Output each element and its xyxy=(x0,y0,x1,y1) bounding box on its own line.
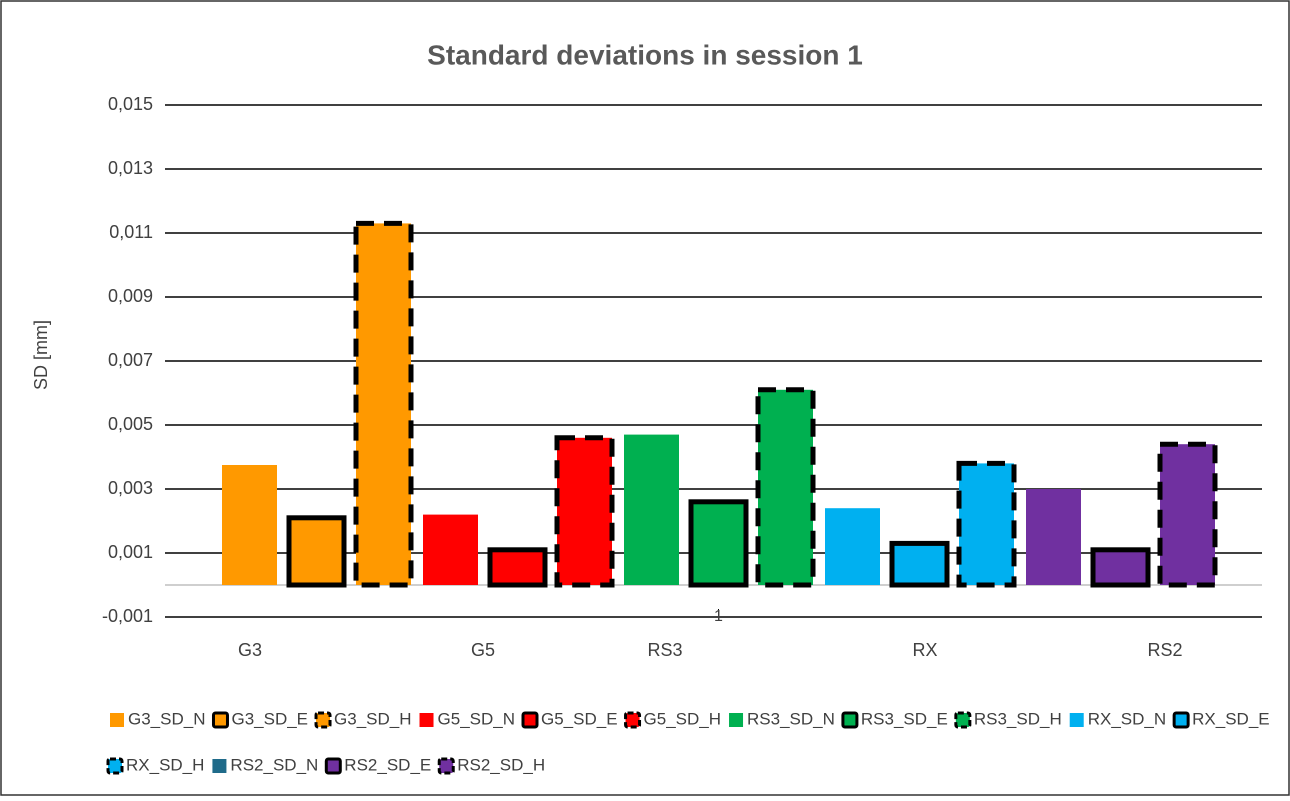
x-tick-label: 1 xyxy=(714,608,723,625)
bar xyxy=(487,547,548,588)
legend-swatch xyxy=(419,713,434,727)
y-tick-label: 0,011 xyxy=(109,222,153,242)
group-label: RX xyxy=(912,640,937,660)
legend-label: G5_SD_N xyxy=(438,709,515,728)
y-tick-label: 0,015 xyxy=(108,94,153,114)
legend-swatch xyxy=(211,711,229,729)
legend-label: G5_SD_E xyxy=(541,709,618,728)
legend-swatch xyxy=(624,711,642,729)
legend-label: RS2_SD_H xyxy=(457,755,545,774)
y-tick-label: 0,009 xyxy=(108,286,153,306)
legend-swatch xyxy=(841,711,859,729)
group-label: RS2 xyxy=(1147,640,1182,660)
legend-swatch xyxy=(110,713,124,727)
y-tick-label: 0,007 xyxy=(108,350,153,370)
bar xyxy=(624,434,679,585)
legend-swatch xyxy=(314,711,332,729)
bar xyxy=(222,465,277,585)
legend-swatch xyxy=(521,711,539,729)
legend-swatch xyxy=(106,757,124,775)
legend-label: RX_SD_E xyxy=(1192,709,1269,728)
legend-swatch xyxy=(954,711,972,729)
y-axis-label: SD [mm] xyxy=(31,320,51,390)
legend-swatch xyxy=(324,757,342,775)
bar xyxy=(825,508,880,585)
bar xyxy=(286,515,347,588)
bar xyxy=(1157,441,1218,588)
legend-swatch xyxy=(437,757,455,775)
legend-label: G3_SD_H xyxy=(334,709,411,728)
chart-title: Standard deviations in session 1 xyxy=(427,39,863,70)
bar xyxy=(554,435,615,588)
group-label: RS3 xyxy=(647,640,682,660)
group-label: G5 xyxy=(471,640,495,660)
legend-label: RX_SD_N xyxy=(1088,709,1166,728)
legend-swatch xyxy=(212,759,227,773)
legend-label: RS2_SD_E xyxy=(344,755,431,774)
bar xyxy=(755,387,816,588)
y-tick-label: -0,001 xyxy=(102,606,153,626)
bar xyxy=(1026,489,1081,585)
legend-label: RS3_SD_N xyxy=(747,709,835,728)
bar xyxy=(956,460,1017,588)
legend-label: RS3_SD_E xyxy=(861,709,948,728)
legend-swatch xyxy=(729,713,744,727)
group-label: G3 xyxy=(238,640,262,660)
legend-label: RX_SD_H xyxy=(126,755,204,774)
legend-label: RS3_SD_H xyxy=(974,709,1062,728)
y-tick-label: 0,013 xyxy=(108,158,153,178)
legend-label: RS2_SD_N xyxy=(230,755,318,774)
y-tick-label: 0,003 xyxy=(108,478,153,498)
bar xyxy=(688,499,749,588)
y-tick-label: 0,001 xyxy=(108,542,153,562)
legend-label: G3_SD_E xyxy=(231,709,308,728)
bar xyxy=(353,220,414,588)
legend-label: G5_SD_H xyxy=(644,709,721,728)
bar xyxy=(423,514,478,585)
legend-swatch xyxy=(1172,711,1190,729)
bar xyxy=(1090,547,1151,588)
legend-label: G3_SD_N xyxy=(128,709,205,728)
bar xyxy=(889,540,950,588)
y-tick-label: 0,005 xyxy=(108,414,153,434)
legend-swatch xyxy=(1069,713,1084,727)
